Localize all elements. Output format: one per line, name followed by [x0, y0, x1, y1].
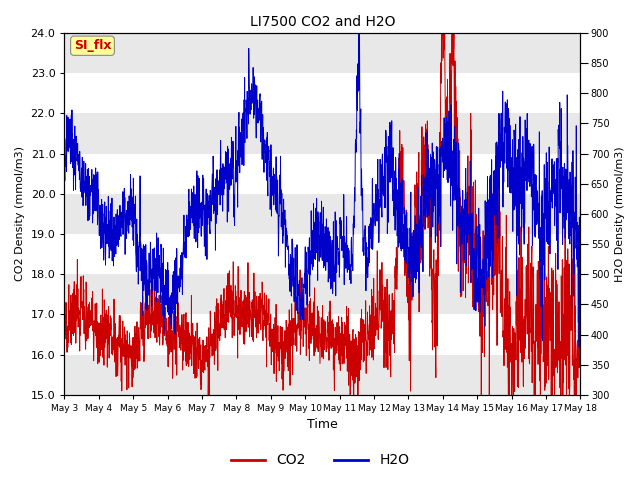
X-axis label: Time: Time [307, 419, 338, 432]
Title: LI7500 CO2 and H2O: LI7500 CO2 and H2O [250, 15, 395, 29]
Y-axis label: H2O Density (mmol/m3): H2O Density (mmol/m3) [615, 146, 625, 282]
Y-axis label: CO2 Density (mmol/m3): CO2 Density (mmol/m3) [15, 146, 25, 281]
Bar [65, 194, 580, 234]
Bar [65, 113, 580, 154]
Bar [65, 33, 580, 73]
Text: SI_flx: SI_flx [74, 39, 111, 52]
Bar [65, 355, 580, 395]
Legend: CO2, H2O: CO2, H2O [225, 448, 415, 473]
Bar [65, 274, 580, 314]
